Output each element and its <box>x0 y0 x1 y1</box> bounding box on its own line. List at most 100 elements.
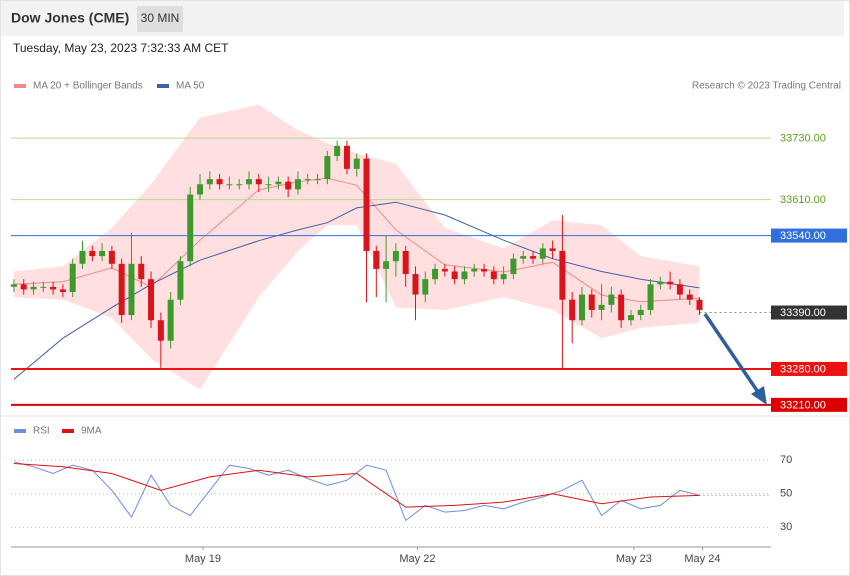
y-tick-label: 50 <box>780 488 792 500</box>
candle-body <box>559 250 566 300</box>
candle-body <box>245 179 252 185</box>
candle-body <box>79 250 86 264</box>
level-label: 33390.00 <box>780 307 826 319</box>
candle-body <box>10 284 17 287</box>
x-tick-label: May 24 <box>684 553 720 565</box>
level-box <box>771 361 847 376</box>
candle-body <box>510 258 517 275</box>
candle-body <box>578 294 585 321</box>
candle-body <box>50 286 57 290</box>
candle-body <box>461 271 468 280</box>
candle-body <box>343 145 350 169</box>
candle-body <box>686 294 693 300</box>
candle-body <box>588 294 595 310</box>
price-panel: MA 20 + Bollinger Bands MA 50 33730.00 3361… <box>10 81 847 412</box>
candle-body <box>216 179 223 185</box>
candle-body <box>167 299 174 341</box>
candle-body <box>236 184 243 186</box>
rsi-panel: 70 50 30 May 19 May 22 May 23 May 24 RSI 9MA <box>11 426 792 565</box>
candle-body <box>59 289 66 293</box>
candle-body <box>402 250 409 275</box>
candle-body <box>373 250 380 269</box>
x-tick-label: May 19 <box>185 553 221 565</box>
candle-body <box>471 268 478 272</box>
arrow-shaft <box>703 313 760 393</box>
y-tick-label: 30 <box>780 521 792 533</box>
candle-body <box>128 263 135 316</box>
legend-label: RSI <box>33 426 50 437</box>
candle-body <box>334 145 341 157</box>
candle-body <box>138 263 145 280</box>
legend-swatch <box>14 429 26 433</box>
level-box <box>771 397 847 412</box>
legend-label: MA 20 + Bollinger Bands <box>33 81 143 92</box>
candle-body <box>30 286 37 290</box>
candle-body <box>285 181 292 190</box>
level-label: 33730.00 <box>780 133 826 145</box>
level-label: 33540.00 <box>780 230 826 242</box>
candle-body <box>157 320 164 341</box>
source: Research © 2023 Trading Central <box>692 81 841 92</box>
legend-swatch <box>157 84 169 88</box>
candle-body <box>383 261 390 269</box>
x-tick-label: May 23 <box>616 553 652 565</box>
candle-body <box>197 184 204 195</box>
timeframe-box[interactable] <box>137 6 183 32</box>
timeframe[interactable]: 30 MIN <box>141 11 180 25</box>
level-box <box>771 228 847 243</box>
arrow-head <box>751 386 767 405</box>
candle-body <box>539 248 546 259</box>
candle-body <box>490 271 497 280</box>
candle-body <box>637 309 644 316</box>
legend-swatch <box>14 84 26 88</box>
candle-body <box>598 304 605 310</box>
candle-body <box>118 263 125 316</box>
candle-body <box>530 256 537 259</box>
candle-body <box>627 315 634 321</box>
candle-body <box>500 274 507 280</box>
indicator-line <box>13 463 700 508</box>
candle-body <box>608 294 615 305</box>
candle-body <box>177 261 184 300</box>
candle-body <box>549 248 556 251</box>
candle-body <box>187 194 194 262</box>
candle-body <box>324 156 331 180</box>
level-label: 33610.00 <box>780 194 826 206</box>
level-box <box>771 305 847 320</box>
candle-body <box>618 294 625 321</box>
legend-label: MA 50 <box>176 81 205 92</box>
candle-body <box>569 299 576 321</box>
candle-body <box>451 271 458 280</box>
candle-body <box>441 268 448 272</box>
level-label: 33210.00 <box>780 399 826 411</box>
candle-body <box>363 158 370 251</box>
x-tick-label: May 22 <box>399 553 435 565</box>
candle-body <box>676 284 683 295</box>
candle-body <box>481 268 488 272</box>
level-label: 33280.00 <box>780 363 826 375</box>
candle-body <box>265 184 272 186</box>
candle-body <box>392 250 399 262</box>
candle-body <box>432 268 439 280</box>
candle-body <box>304 179 311 181</box>
indicator-line <box>13 461 700 522</box>
candle-body <box>314 179 321 181</box>
forecast-arrow <box>703 313 767 405</box>
candle-body <box>294 179 301 190</box>
candle-body <box>657 281 664 285</box>
candle-body <box>696 299 703 310</box>
candle-body <box>108 250 115 264</box>
candle-body <box>206 179 213 185</box>
title: Dow Jones (CME) <box>11 10 129 26</box>
candle-body <box>520 256 527 259</box>
date: Tuesday, May 23, 2023 7:32:33 AM CET <box>13 41 229 55</box>
candle-body <box>69 263 76 293</box>
candle-body <box>40 286 47 288</box>
candle-body <box>422 279 429 295</box>
y-tick-label: 70 <box>780 454 792 466</box>
candle-body <box>89 250 96 257</box>
bollinger-band <box>13 104 700 390</box>
candle-body <box>148 279 155 321</box>
candle-body <box>275 181 282 185</box>
